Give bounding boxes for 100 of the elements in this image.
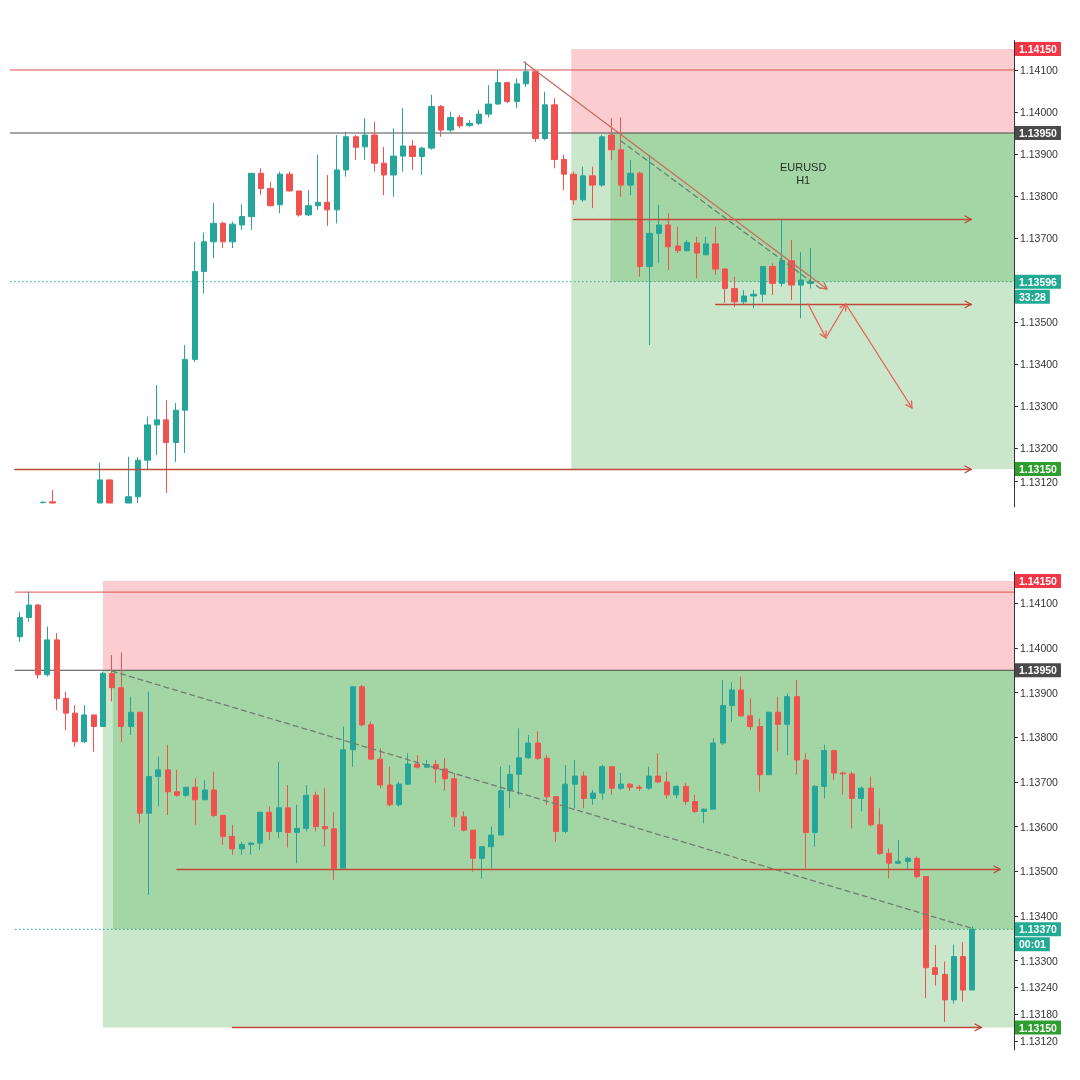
y-tick-label: 1.13500 [1020,865,1059,878]
candlestick [258,167,264,196]
candlestick [720,679,726,746]
candlestick [396,781,402,807]
candlestick [433,759,439,784]
candlestick [914,856,920,879]
candlestick [334,134,340,224]
candlestick [589,166,596,209]
candlestick [248,841,254,856]
y-tick-label: 1.13500 [1020,316,1059,328]
candlestick [757,718,763,793]
candlestick [561,154,567,191]
candlestick [788,239,795,301]
candlestick [457,114,463,129]
candlestick [656,204,662,264]
candlestick [146,691,152,896]
candlestick [485,84,492,118]
candlestick [692,794,698,814]
candlestick [331,811,337,881]
candlestick [627,159,634,196]
candlestick [35,603,41,680]
candlestick [26,591,32,623]
candlestick [305,189,312,217]
candlestick [747,697,753,731]
candlestick [858,785,864,812]
candlestick [738,676,744,718]
y-tick-label: 1.14000 [1020,106,1059,118]
candlestick [849,771,855,829]
candlestick [442,757,448,792]
candlestick [507,764,513,809]
candlestick [296,190,302,218]
candlestick [570,171,577,206]
candlestick [125,456,132,504]
candlestick [769,262,776,296]
candlestick [868,776,874,828]
candlestick [368,721,374,761]
ref-line-label: 1.13596 [1019,275,1058,288]
candlestick [220,814,226,846]
candlestick [895,839,901,865]
candlestick [618,772,624,791]
y-tick-label: 1.14000 [1020,641,1059,654]
candlestick [655,752,661,784]
candlestick [750,289,757,309]
candlestick [553,796,559,843]
ref-line-label: 1.13370 [1019,923,1058,936]
y-tick-label: 1.13180 [1020,1008,1059,1021]
candlestick [229,824,235,856]
candlestick [315,154,321,211]
candlestick [239,203,245,231]
candlestick [731,276,738,308]
candlestick [266,805,272,841]
candlestick [128,696,134,736]
y-tick-label: 1.13700 [1020,232,1059,244]
candlestick [812,784,818,848]
candlestick [608,117,615,161]
candlestick [784,692,790,756]
candlestick [803,752,809,869]
candlestick [428,94,435,151]
candlestick [183,786,189,798]
candlestick [257,811,263,851]
candlestick [210,202,217,259]
candlestick [44,625,50,678]
candlestick [694,236,700,279]
candlestick [353,134,359,161]
y-tick-label: 1.13600 [1020,820,1059,833]
candlestick [414,754,420,770]
candlestick [701,807,707,824]
candlestick [63,691,69,731]
candlestick [794,679,800,776]
candlestick [81,704,87,744]
candlestick [400,107,406,173]
candlestick [684,239,690,253]
y-tick-label: 1.14100 [1020,64,1059,76]
candlestick [173,402,179,463]
candlestick [340,726,346,869]
candlestick [154,384,160,456]
text: 00:01 [1019,938,1047,951]
candlestick [371,121,378,173]
candlestick [343,131,349,178]
candlestick [118,651,124,743]
y-tick-label: 1.13800 [1020,731,1059,744]
candlestick [636,784,642,792]
candlestick [100,671,106,728]
candlestick [362,117,368,161]
candlestick [627,782,633,792]
candlestick [324,174,330,227]
candlestick [286,171,293,192]
candlestick [137,711,143,824]
candlestick [590,789,596,806]
candlestick [572,759,578,809]
candlestick [359,684,365,728]
candlestick [886,847,892,879]
candlestick [599,764,605,801]
candlestick [192,777,198,826]
text: 33:28 [1019,290,1047,303]
candlestick [479,846,485,880]
candlestick [476,109,482,126]
candlestick [461,810,467,832]
band-label: 1.14150 [1019,43,1058,55]
candlestick [294,804,300,864]
